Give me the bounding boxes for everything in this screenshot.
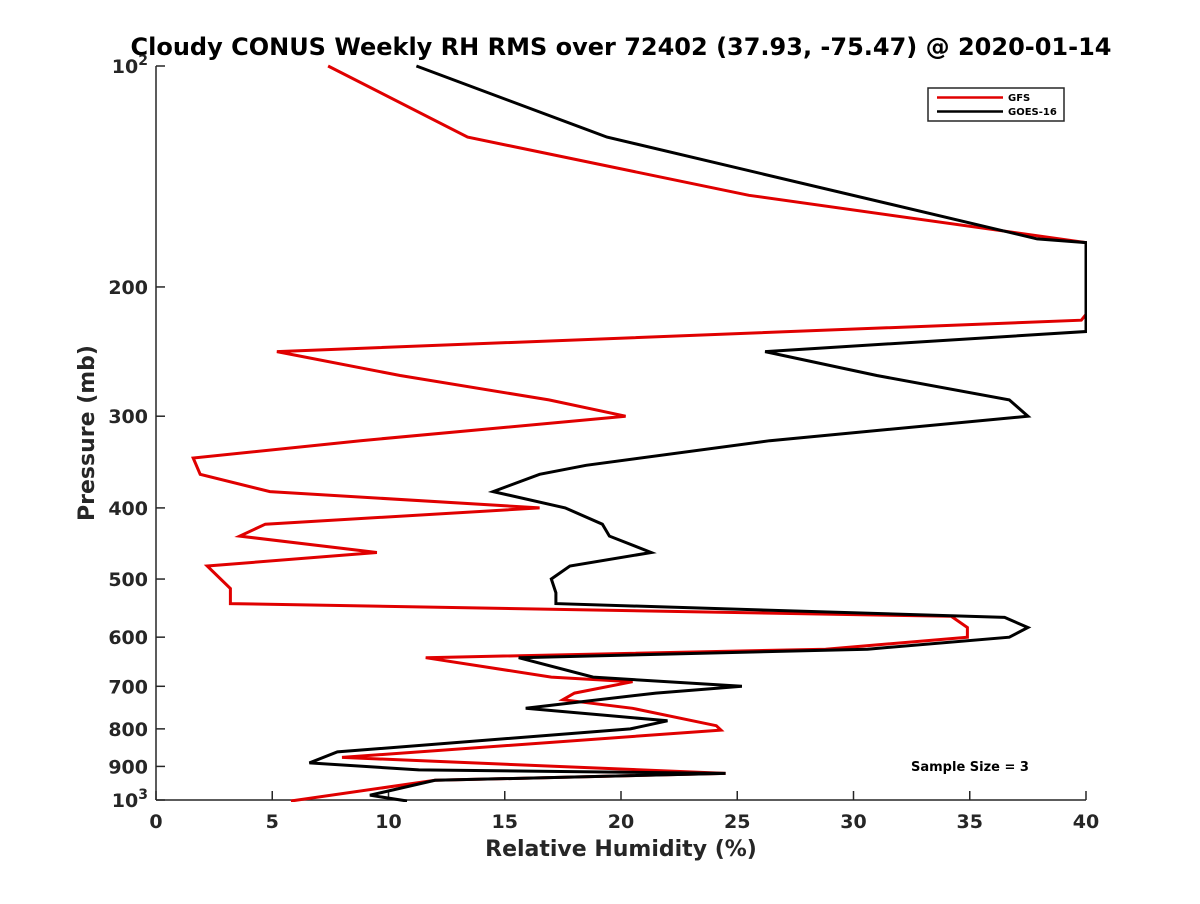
- y-tick-label: 300: [108, 406, 148, 428]
- series-layer: [191, 64, 1087, 802]
- x-tick-label: 35: [957, 811, 983, 833]
- chart-title: Cloudy CONUS Weekly RH RMS over 72402 (3…: [131, 33, 1112, 61]
- plot-frame: [155, 66, 1086, 801]
- y-axis-label: Pressure (mb): [75, 345, 100, 521]
- x-axis-label: Relative Humidity (%): [485, 837, 757, 862]
- y-tick-label: 400: [108, 498, 148, 520]
- series-line-goes16: [308, 64, 1087, 802]
- x-tick-label: 10: [375, 811, 401, 833]
- y-tick-label: 600: [108, 627, 148, 649]
- x-tick-label: 0: [149, 811, 162, 833]
- x-tick-label: 20: [608, 811, 634, 833]
- y-tick-label: 500: [108, 569, 148, 591]
- y-tick-label: 700: [108, 676, 148, 698]
- y-axis-ticks: 102 200 300 400 500 600 700 800 900 103: [108, 53, 165, 812]
- x-axis-ticks: 0 5 10 15 20 25 30 35 40: [149, 791, 1099, 833]
- x-tick-label: 40: [1073, 811, 1099, 833]
- legend-label-gfs: GFS: [1008, 93, 1030, 104]
- x-tick-label: 30: [840, 811, 866, 833]
- x-tick-label: 15: [492, 811, 518, 833]
- y-tick-label: 102: [112, 53, 148, 78]
- x-tick-label: 5: [266, 811, 279, 833]
- y-tick-label: 800: [108, 719, 148, 741]
- series-line-gfs: [191, 64, 1087, 802]
- y-tick-label: 900: [108, 756, 148, 778]
- sample-size-annotation: Sample Size = 3: [911, 760, 1029, 775]
- y-tick-label: 200: [108, 277, 148, 299]
- legend: GFS GOES-16: [927, 87, 1065, 122]
- y-tick-label: 103: [112, 787, 148, 812]
- x-tick-label: 25: [724, 811, 750, 833]
- legend-box: [927, 87, 1065, 122]
- legend-label-goes16: GOES-16: [1008, 107, 1057, 118]
